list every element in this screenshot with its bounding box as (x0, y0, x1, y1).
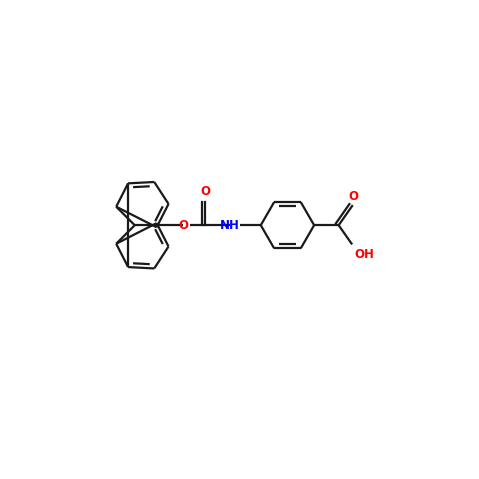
Text: O: O (200, 185, 210, 198)
Text: OH: OH (354, 248, 375, 261)
Text: NH: NH (219, 219, 240, 232)
Text: O: O (348, 190, 358, 203)
Text: O: O (178, 219, 188, 232)
